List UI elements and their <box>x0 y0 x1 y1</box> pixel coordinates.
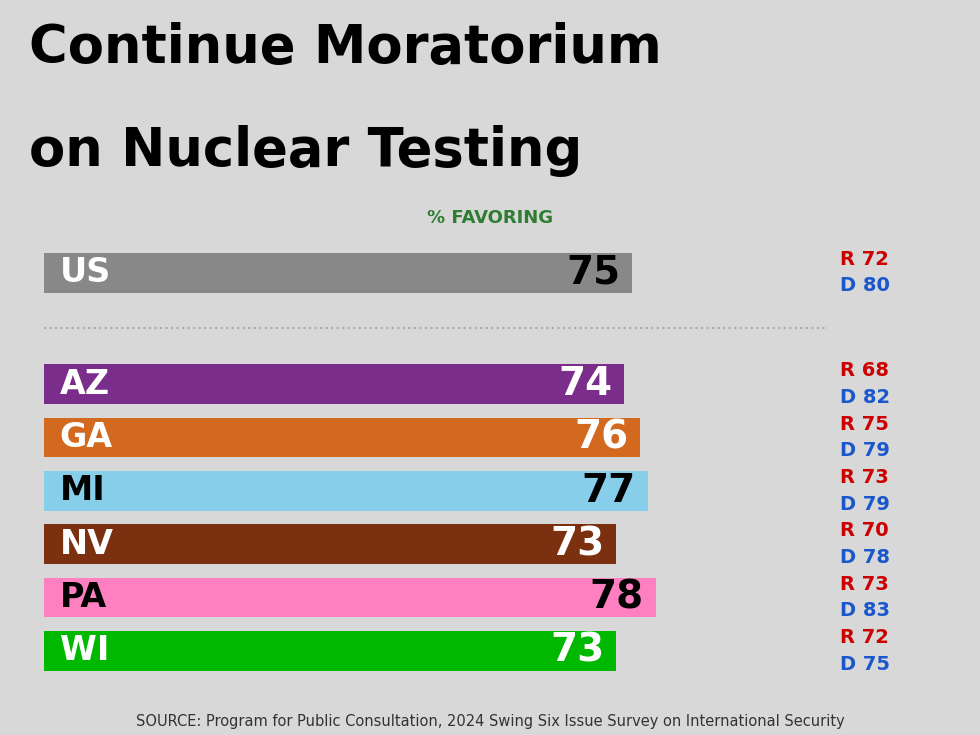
Bar <box>44 471 648 511</box>
Text: 76: 76 <box>574 418 628 456</box>
Text: 74: 74 <box>559 365 612 404</box>
Text: NV: NV <box>60 528 114 561</box>
Text: D 78: D 78 <box>840 548 890 567</box>
Text: 73: 73 <box>551 525 605 563</box>
Text: 73: 73 <box>551 632 605 670</box>
Bar <box>44 578 656 617</box>
Text: R 72: R 72 <box>840 628 889 647</box>
Bar <box>44 417 640 457</box>
Text: on Nuclear Testing: on Nuclear Testing <box>29 125 583 177</box>
Text: R 75: R 75 <box>840 415 889 434</box>
Text: WI: WI <box>60 634 109 667</box>
Text: D 82: D 82 <box>840 388 890 407</box>
Text: % FAVORING: % FAVORING <box>427 209 553 227</box>
Text: 75: 75 <box>566 254 620 292</box>
Text: R 73: R 73 <box>840 468 889 487</box>
Text: R 72: R 72 <box>840 250 889 269</box>
Text: 77: 77 <box>582 472 636 510</box>
Bar <box>44 365 624 404</box>
Text: D 83: D 83 <box>840 601 890 620</box>
Bar <box>44 631 616 670</box>
Text: R 68: R 68 <box>840 362 889 381</box>
Text: Continue Moratorium: Continue Moratorium <box>29 22 662 74</box>
Text: D 80: D 80 <box>840 276 890 295</box>
Text: GA: GA <box>60 421 113 454</box>
Bar <box>44 253 632 293</box>
Text: US: US <box>60 257 111 289</box>
Bar <box>44 524 616 564</box>
Text: SOURCE: Program for Public Consultation, 2024 Swing Six Issue Survey on Internat: SOURCE: Program for Public Consultation,… <box>135 714 845 729</box>
Text: D 75: D 75 <box>840 655 890 673</box>
Text: D 79: D 79 <box>840 495 890 514</box>
Text: MI: MI <box>60 474 106 507</box>
Text: D 79: D 79 <box>840 441 890 460</box>
Text: AZ: AZ <box>60 368 110 401</box>
Text: R 73: R 73 <box>840 575 889 594</box>
Text: 78: 78 <box>590 578 644 617</box>
Text: R 70: R 70 <box>840 521 889 540</box>
Text: PA: PA <box>60 581 107 614</box>
